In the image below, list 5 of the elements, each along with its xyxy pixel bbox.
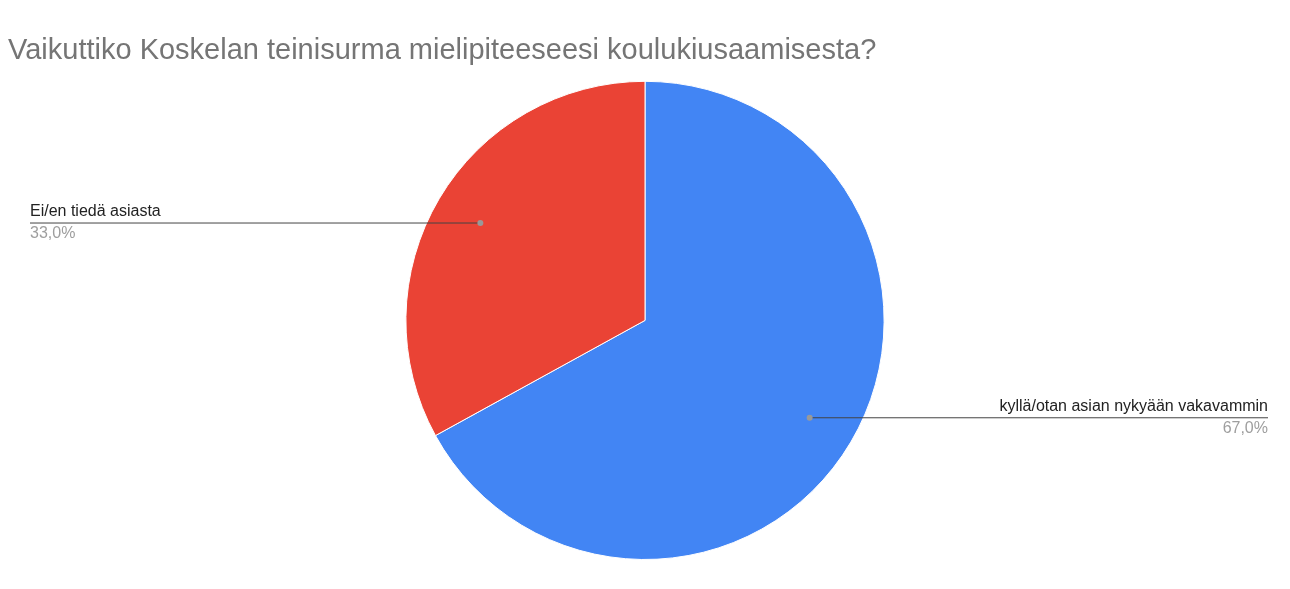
slice-label: kyllä/otan asian nykyään vakavammin [999, 397, 1268, 415]
chart-title: Vaikuttiko Koskelan teinisurma mielipiteeseesi koulukiusaamisesta? [8, 33, 877, 66]
data-label: 67,0% [1222, 419, 1268, 437]
slice-label: Ei/en tiedä asiasta [30, 202, 161, 220]
data-label: 33,0% [30, 224, 76, 242]
